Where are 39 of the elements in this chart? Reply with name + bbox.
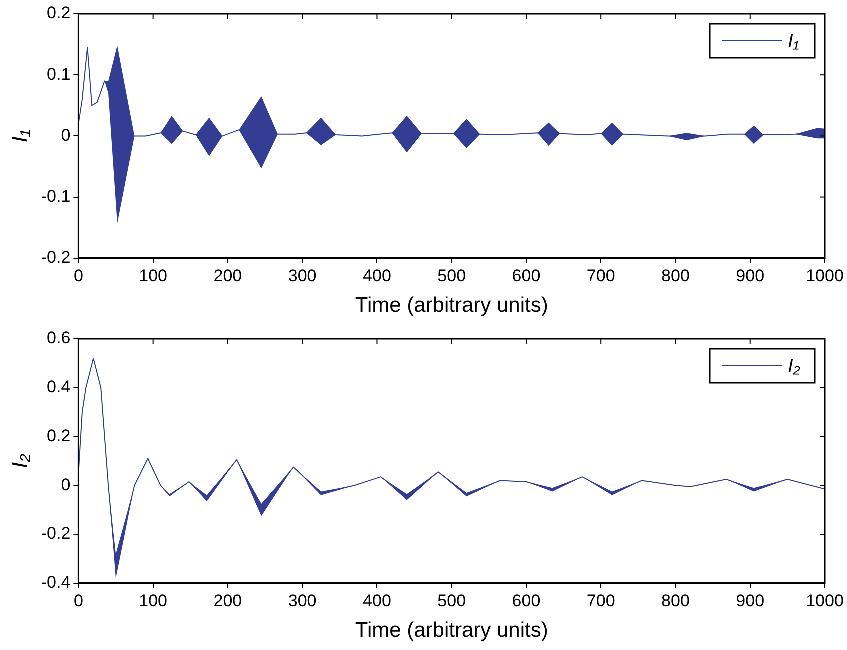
y-tick-label: -0.2 bbox=[41, 524, 71, 544]
x-tick-label: 900 bbox=[736, 591, 765, 610]
y-tick-label: -0.2 bbox=[41, 248, 71, 268]
x-axis-title: Time (arbitrary units) bbox=[355, 294, 548, 318]
x-tick-label: 600 bbox=[512, 266, 541, 286]
x-tick-label: 1000 bbox=[806, 266, 844, 286]
y-tick-label: -0.1 bbox=[41, 186, 71, 206]
x-tick-label: 400 bbox=[363, 266, 392, 286]
y-tick-label: 0.2 bbox=[47, 426, 71, 446]
legend-label: I₂ bbox=[788, 356, 802, 378]
x-tick-label: 1000 bbox=[806, 591, 844, 610]
y-tick-label: 0 bbox=[61, 475, 71, 494]
x-tick-label: 200 bbox=[214, 266, 242, 286]
x-tick-label: 700 bbox=[586, 591, 616, 610]
x-tick-label: 400 bbox=[363, 591, 392, 610]
x-tick-label: 700 bbox=[586, 266, 616, 286]
x-tick-label: 300 bbox=[288, 591, 317, 610]
x-axis-title: Time (arbitrary units) bbox=[355, 619, 548, 642]
y-tick-label: 0.4 bbox=[47, 378, 71, 397]
y-tick-label: 0.6 bbox=[47, 328, 71, 348]
y-tick-label: 0.1 bbox=[47, 64, 71, 84]
x-tick-label: 0 bbox=[74, 591, 84, 610]
x-tick-label: 500 bbox=[438, 266, 466, 286]
y-tick-label: -0.4 bbox=[41, 573, 71, 592]
x-tick-label: 100 bbox=[139, 591, 168, 610]
x-tick-label: 100 bbox=[139, 266, 168, 286]
x-tick-label: 0 bbox=[74, 266, 84, 286]
x-tick-label: 500 bbox=[438, 591, 466, 610]
y-axis-title: I₁ bbox=[7, 130, 32, 143]
y-axis-title: I₂ bbox=[7, 453, 32, 468]
x-tick-label: 800 bbox=[662, 266, 690, 286]
legend-label: I₁ bbox=[788, 31, 800, 52]
x-tick-label: 600 bbox=[512, 591, 541, 610]
y-tick-label: 0 bbox=[61, 126, 71, 145]
y-tick-label: 0.2 bbox=[47, 4, 71, 23]
x-tick-label: 800 bbox=[662, 591, 690, 610]
x-tick-label: 900 bbox=[736, 266, 765, 286]
x-tick-label: 300 bbox=[288, 266, 317, 286]
x-tick-label: 200 bbox=[214, 591, 242, 610]
